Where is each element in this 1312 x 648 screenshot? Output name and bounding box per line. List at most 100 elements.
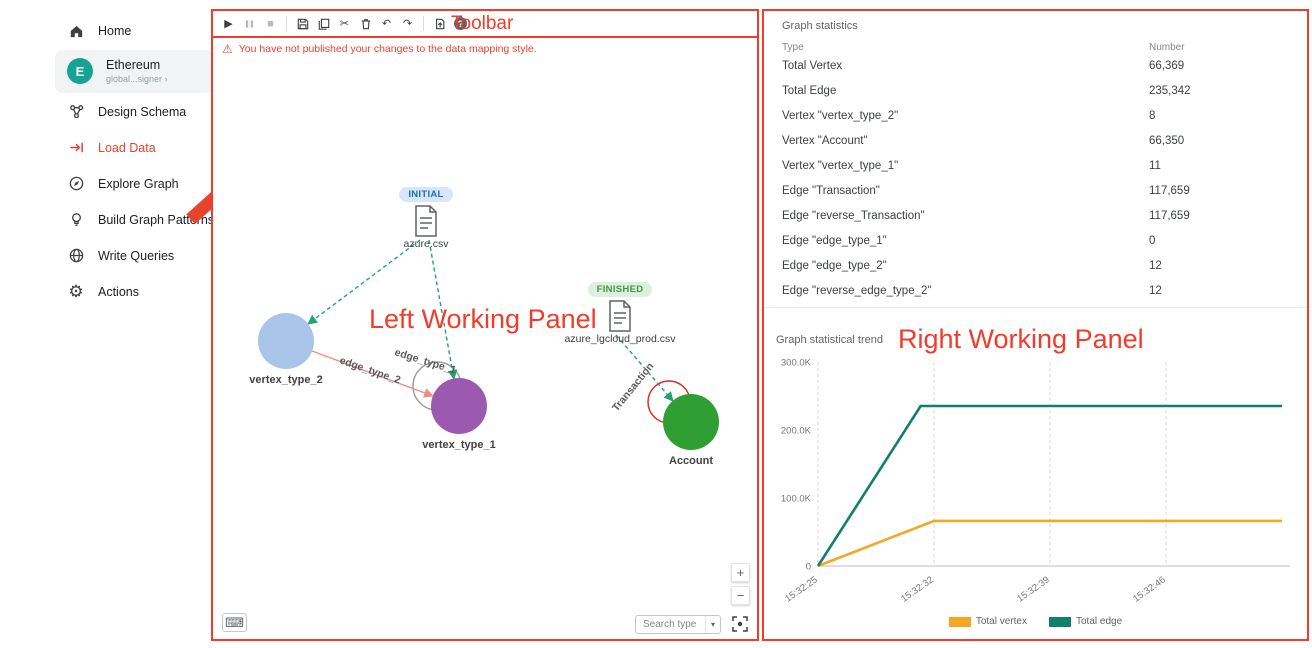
help-icon[interactable]: ? (450, 13, 471, 34)
sidebar-item-design-schema[interactable]: Design Schema (55, 95, 213, 129)
graph-canvas[interactable]: edge_type_2 edge_type_1 Transaction INIT… (213, 60, 757, 639)
graph-name-block: Ethereum global...signer › (106, 58, 168, 85)
table-row: Total Vertex 66,369 (782, 53, 1289, 78)
svg-text:15:32:46: 15:32:46 (1131, 574, 1168, 604)
table-row: Edge "reverse_edge_type_2" 12 (782, 278, 1289, 303)
keyboard-shortcuts-button[interactable]: ⌨ (222, 613, 247, 632)
trend-title: Graph statistical trend (776, 334, 883, 346)
graph-scope: global...signer › (106, 74, 168, 84)
graph-statistics-panel: Graph statistics Type Number Total Verte… (764, 11, 1307, 307)
vertex-circle[interactable] (431, 378, 487, 434)
delete-icon[interactable] (355, 13, 376, 34)
publish-icon[interactable] (429, 13, 450, 34)
mapping-arrow-file1-to-vertex_type_1[interactable] (428, 239, 458, 380)
build-graph-patterns-icon (67, 211, 85, 229)
legend-swatch (1048, 616, 1071, 627)
sidebar-item-build-graph-patterns[interactable]: Build Graph Patterns (55, 184, 228, 237)
sidebar-item-write-queries[interactable]: Write Queries (55, 239, 213, 273)
stat-number: 117,659 (1149, 209, 1190, 222)
design-schema-icon (67, 103, 85, 121)
sidebar: Home E Ethereum global...signer › Design… (55, 14, 228, 311)
stat-number: 8 (1149, 109, 1156, 122)
undo-icon[interactable]: ↶ (381, 18, 392, 30)
table-row: Total Edge 235,342 (782, 78, 1289, 103)
redo-icon[interactable]: ↷ (402, 18, 413, 30)
vertex-circle[interactable] (258, 313, 314, 369)
sidebar-item-home[interactable]: Home (55, 14, 213, 48)
mapping-arrow-file2-to-account[interactable] (615, 334, 674, 402)
table-row: Edge "reverse_Transaction" 117,659 (782, 203, 1289, 228)
search-type-value: Search type (643, 619, 697, 630)
pause-loading-icon[interactable] (239, 13, 260, 34)
csv-file-icon (415, 205, 437, 237)
stats-header-row: Type Number (782, 42, 1289, 53)
status-badge-finished: FINISHED (587, 282, 653, 297)
stats-col-type: Type (782, 42, 804, 53)
warning-text: You have not published your changes to t… (238, 43, 537, 55)
sidebar-item-label: Build Graph Patterns (98, 212, 215, 227)
stat-type: Edge "edge_type_2" (782, 259, 887, 272)
zoom-out-button[interactable]: − (731, 586, 750, 605)
left-working-panel: ▶ ■ ✂ ↶ ↷ ? Toolbar (211, 9, 759, 641)
search-type-dropdown[interactable]: Search type ▾ (635, 615, 721, 634)
csv-file-icon (609, 300, 631, 332)
left-panel-annotation: Left Working Panel (369, 304, 597, 334)
stat-type: Vertex "Account" (782, 134, 868, 147)
svg-text:15:32:25: 15:32:25 (783, 574, 820, 604)
fit-view-icon (732, 616, 748, 632)
load-data-icon (67, 139, 85, 157)
edge-label-edge_type_2[interactable]: edge_type_2 (338, 354, 402, 386)
run-loading-icon[interactable]: ▶ (224, 18, 233, 30)
sidebar-item-explore-graph[interactable]: Explore Graph (55, 167, 213, 201)
vertex-account[interactable]: Account (631, 394, 751, 467)
edges-layer: edge_type_2 edge_type_1 Transaction (307, 239, 691, 424)
home-icon (67, 22, 85, 40)
sidebar-item-label: Write Queries (98, 248, 175, 263)
save-as-icon[interactable] (313, 13, 334, 34)
stat-number: 12 (1149, 259, 1162, 272)
edge-label-edge_type_1[interactable]: edge_type_1 (393, 346, 457, 376)
svg-text:15:32:39: 15:32:39 (1015, 574, 1052, 604)
file-node-azure-csv[interactable]: INITIAL azure.csv (341, 184, 511, 250)
legend-label: Total vertex (975, 616, 1027, 627)
sidebar-item-actions[interactable]: ⚙ Actions (55, 275, 213, 309)
warning-icon: ⚠ (222, 42, 233, 56)
trend-chart: 15:32:25 15:32:32 15:32:39 15:32:46 0 100.0K 2… (781, 358, 1290, 605)
zoom-in-button[interactable]: + (731, 563, 750, 582)
graph-statistical-trend-panel: Graph statistical trend Right Working Pa… (764, 307, 1307, 639)
stop-loading-icon[interactable]: ■ (267, 17, 274, 30)
table-row: Edge "edge_type_1" 0 (782, 228, 1289, 253)
toolbar-divider (423, 16, 424, 31)
svg-text:0: 0 (806, 562, 811, 573)
legend-item: Total edge (1048, 616, 1122, 627)
mapping-arrow-file1-to-vertex_type_2[interactable] (307, 239, 421, 325)
stat-number: 235,342 (1149, 84, 1191, 97)
vertex-vertex_type_2[interactable]: vertex_type_2 (226, 313, 346, 386)
right-working-panel: Graph statistics Type Number Total Verte… (762, 9, 1309, 641)
cut-icon[interactable]: ✂ (339, 18, 350, 30)
sidebar-item-load-data[interactable]: Load Data (55, 131, 213, 165)
sidebar-item-graph[interactable]: E Ethereum global...signer › (55, 50, 213, 93)
table-row: Edge "edge_type_2" 12 (782, 253, 1289, 278)
table-row: Edge "Transaction" 117,659 (782, 178, 1289, 203)
svg-text:300.0K: 300.0K (781, 358, 812, 369)
file-node-azure-lgcloud-prod-csv[interactable]: FINISHED azure_lgcloud_prod.csv (535, 279, 705, 345)
stat-number: 66,350 (1149, 134, 1185, 147)
stat-number: 12 (1149, 284, 1162, 297)
stats-title: Graph statistics (782, 20, 858, 32)
warning-banner: ⚠ You have not published your changes to… (213, 38, 757, 60)
stat-number: 11 (1149, 159, 1161, 172)
stat-type: Edge "reverse_Transaction" (782, 209, 925, 222)
toolbar-annotation: Toolbar (451, 13, 514, 34)
vertex-vertex_type_1[interactable]: vertex_type_1 (399, 378, 519, 451)
vertex-label: vertex_type_1 (422, 439, 496, 451)
explore-graph-icon (67, 175, 85, 193)
chart-legend: Total vertex Total edge (776, 616, 1295, 627)
stat-type: Vertex "vertex_type_2" (782, 109, 899, 122)
stat-type: Edge "reverse_edge_type_2" (782, 284, 932, 297)
edge-edge_type_2[interactable] (311, 350, 434, 398)
save-icon[interactable] (292, 13, 313, 34)
graph-avatar: E (67, 58, 93, 85)
vertex-circle[interactable] (663, 394, 719, 450)
fit-view-button[interactable] (727, 611, 753, 637)
